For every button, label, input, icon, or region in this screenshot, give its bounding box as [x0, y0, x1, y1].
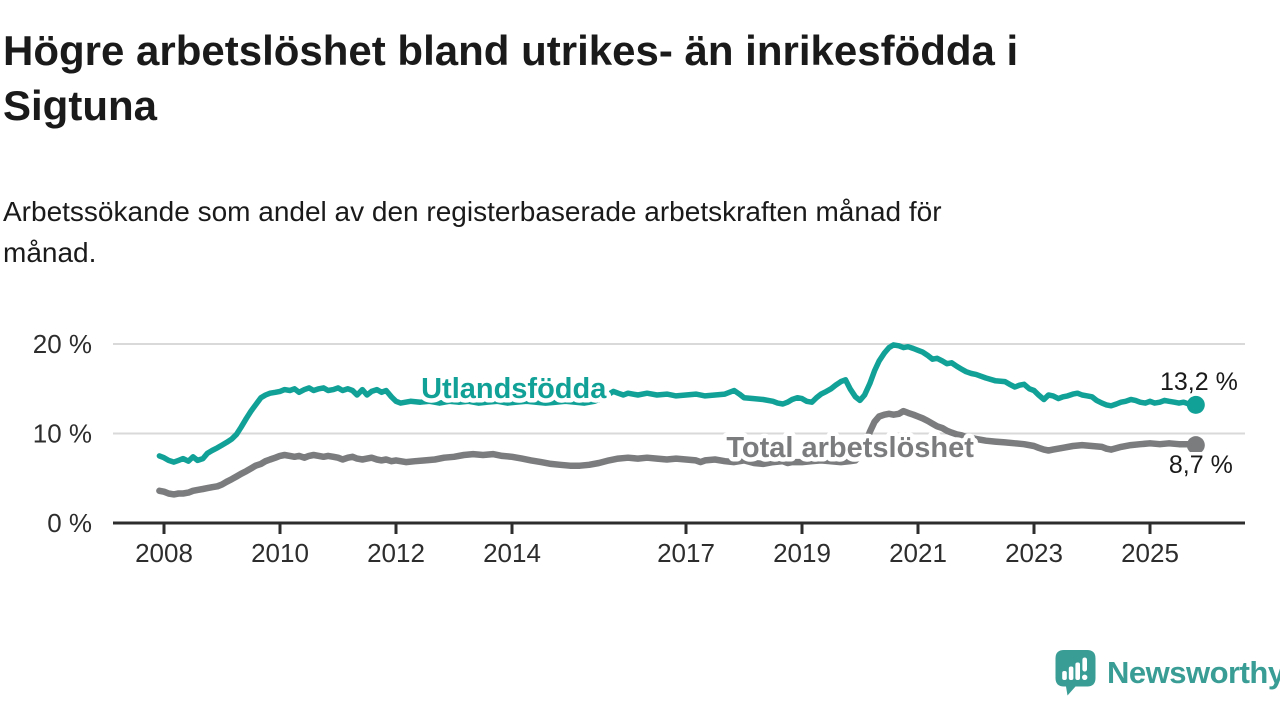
chart-subtitle-line2: månad. — [3, 236, 97, 268]
x-tick-label: 2023 — [1005, 538, 1063, 568]
x-tick-label: 2025 — [1121, 538, 1179, 568]
series-end-value-1: 8,7 % — [1169, 451, 1233, 479]
y-tick-label: 10 % — [33, 419, 92, 449]
chart-title: Högre arbetslöshet bland utrikes- än inr… — [3, 24, 1183, 133]
x-tick-label: 2019 — [773, 538, 831, 568]
series-endpoint-dot-0 — [1186, 395, 1205, 414]
newsworthy-logo-icon — [1055, 650, 1096, 696]
y-tick-label: 20 % — [33, 329, 92, 359]
chart-title-line2: Sigtuna — [3, 81, 157, 129]
chart-subtitle-line1: Arbetssökande som andel av den registerb… — [3, 196, 942, 227]
x-tick-label: 2010 — [251, 538, 309, 568]
series-end-value-0: 13,2 % — [1160, 368, 1238, 396]
chart-title-line1: Högre arbetslöshet bland utrikes- än inr… — [3, 27, 1019, 74]
x-tick-label: 2014 — [483, 538, 541, 568]
series-label-0: Utlandsfödda — [421, 373, 607, 405]
y-tick-label: 0 % — [47, 508, 92, 538]
x-tick-label: 2012 — [367, 538, 425, 568]
series-line-1 — [156, 407, 1200, 498]
series-line-0 — [156, 342, 1199, 465]
series-endpoint-dot-1 — [1186, 436, 1205, 455]
newsworthy-wordmark: Newsworthy — [1107, 655, 1280, 690]
x-tick-label: 2021 — [889, 538, 947, 568]
x-tick-label: 2008 — [135, 538, 193, 568]
series-label-1: Total arbetslöshet — [726, 432, 974, 464]
x-tick-label: 2017 — [657, 538, 715, 568]
chart-subtitle: Arbetssökande som andel av den registerb… — [3, 192, 1183, 273]
newsworthy-logo: Newsworthy — [1055, 650, 1280, 696]
